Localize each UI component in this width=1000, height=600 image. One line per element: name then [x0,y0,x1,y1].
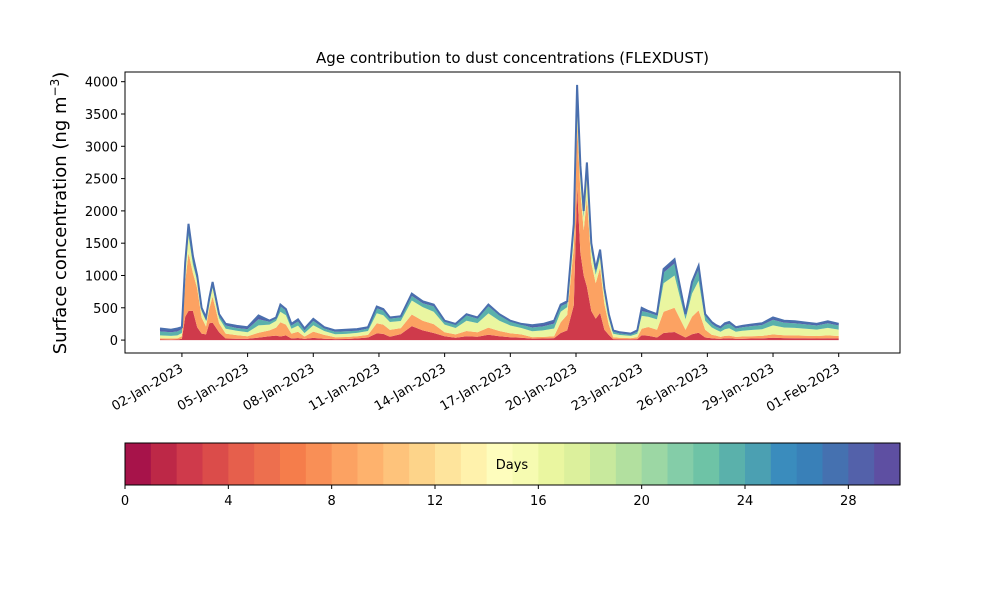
colorbar-cell [822,443,849,485]
y-tick-label: 3000 [85,140,118,155]
colorbar-tick-label: 8 [328,494,336,509]
y-tick-label: 500 [93,302,118,317]
colorbar-tick-label: 20 [633,494,650,509]
colorbar-cell [486,443,514,485]
colorbar-cell [409,443,436,485]
colorbar-tick-label: 16 [530,494,547,509]
colorbar-cell [280,443,307,485]
colorbar-cell [331,443,359,485]
colorbar-frame [124,442,901,486]
colorbar-cell [125,443,152,485]
colorbar-label: Days [496,458,529,473]
colorbar-cell [435,443,462,485]
x-tick-label: 14-Jan-2023 [372,361,449,414]
colorbar-cell [667,443,694,485]
colorbar-cell [796,443,824,485]
colorbar-tick-label: 28 [840,494,857,509]
colorbar-tick-label: 0 [121,494,129,509]
chart-title: Age contribution to dust concentrations … [316,49,709,67]
colorbar-cell [538,443,565,485]
colorbar-cell [745,443,772,485]
age-bin-area [160,123,839,340]
colorbar-cell [719,443,746,485]
colorbar-cell [176,443,204,485]
y-axis-label-superscript: −3 [48,79,62,97]
y-axis-label: Surface concentration (ng m−3) [48,72,71,355]
x-tick-label: 23-Jan-2023 [569,361,646,414]
age-bin-area [160,92,839,336]
x-tick-label: 11-Jan-2023 [306,361,383,414]
x-tick-label: 05-Jan-2023 [175,361,252,414]
x-tick-label: 02-Jan-2023 [109,361,186,414]
y-tick-label: 2000 [85,205,118,220]
x-tick-label: 17-Jan-2023 [438,361,515,414]
y-tick-label: 2500 [85,173,118,188]
colorbar-cell [590,443,617,485]
colorbar-cell [228,443,255,485]
colorbar-cell [564,443,591,485]
y-axis-label-main: Surface concentration (ng m [50,96,71,354]
colorbar-cell [357,443,384,485]
y-tick-label: 1000 [85,269,118,284]
colorbar-cell [693,443,720,485]
colorbar-cell [848,443,875,485]
y-tick-label: 3500 [85,108,118,123]
y-tick-label: 1500 [85,237,118,252]
total-concentration-line [159,84,839,335]
plot-area [159,84,839,341]
x-tick-label: 26-Jan-2023 [635,361,712,414]
colorbar-cell [770,443,798,485]
colorbar-tick-label: 12 [427,494,444,509]
colorbar-cell [512,443,539,485]
colorbar-cell [383,443,410,485]
x-tick-label: 08-Jan-2023 [241,361,318,414]
colorbar-tick-label: 4 [224,494,232,509]
colorbar-cell [305,443,333,485]
colorbar-cell [150,443,178,485]
age-bin-area [160,102,839,339]
x-tick-label: 20-Jan-2023 [503,361,580,414]
age-bin-area [160,87,839,335]
colorbar: Days 0 4 8 12 16 20 24 28 [121,442,901,509]
y-tick-label: 4000 [85,76,118,91]
y-axis-label-end: ) [50,72,71,79]
colorbar-ticks: 0 4 8 12 16 20 24 28 [121,485,857,509]
colorbar-cell [615,443,643,485]
colorbar-cell [874,443,901,485]
colorbar-cells [125,443,901,485]
colorbar-cell [254,443,281,485]
x-axis: 02-Jan-202305-Jan-202308-Jan-202311-Jan-… [109,353,843,415]
plot-frame [124,71,901,354]
colorbar-tick-label: 24 [737,494,754,509]
y-tick-label: 0 [110,334,118,349]
colorbar-cell [641,443,669,485]
x-tick-label: 01-Feb-2023 [764,361,843,415]
colorbar-cell [202,443,229,485]
colorbar-cell [460,443,488,485]
y-axis: 0 500 1000 1500 2000 2500 3000 3500 4000 [85,76,125,349]
age-bin-areas [160,87,839,341]
